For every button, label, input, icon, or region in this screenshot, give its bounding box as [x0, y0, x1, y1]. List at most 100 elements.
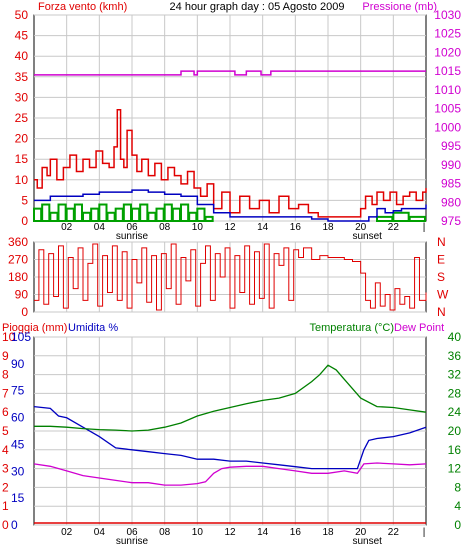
wind-y-tick: 35 [15, 70, 29, 84]
humidity-series [33, 405, 427, 470]
temperature-y-tick: 28 [448, 386, 462, 400]
data-marks [33, 70, 427, 524]
direction-y-tick: 360 [8, 235, 28, 249]
x-tick-label: 14 [257, 222, 269, 233]
wind-y-tick: 25 [15, 111, 29, 125]
x-tick-label: 20 [355, 527, 367, 538]
compass-tick: N [437, 235, 446, 249]
humidity-y-tick: 15 [11, 491, 25, 505]
wind-y-tick: 40 [15, 49, 29, 63]
pressure-y-tick: 1030 [434, 8, 461, 22]
humidity-y-tick: 60 [11, 411, 25, 425]
temperature-series [34, 364, 427, 432]
pressure-y-tick: 995 [441, 139, 461, 153]
sunrise-label: sunrise [116, 231, 149, 242]
wind-green-bar [204, 215, 214, 223]
wind-y-tick: 10 [15, 173, 29, 187]
humidity-y-tick: 45 [11, 437, 25, 451]
temperature-y-tick: 32 [448, 368, 462, 382]
x-tick-label: 12 [224, 527, 236, 538]
pressure-y-tick: 985 [441, 177, 461, 191]
temperature-y-tick: 24 [448, 405, 462, 419]
temperature-title: Temperatura (°C) [310, 322, 394, 334]
humidity-y-tick: 90 [11, 357, 25, 371]
chart-date-title: 24 hour graph day : 05 Agosto 2009 [170, 1, 345, 13]
humidity-y-tick: 0 [11, 518, 18, 532]
x-tick-label: 04 [94, 222, 106, 233]
pressure-series [34, 70, 426, 76]
direction-y-tick: 270 [8, 253, 28, 267]
rain-y-tick: 1 [2, 499, 9, 513]
temperature-y-tick: 4 [454, 499, 461, 513]
x-tick-label: | [423, 222, 426, 233]
compass-tick: N [437, 305, 446, 319]
x-tick-label: 18 [322, 222, 334, 233]
pressure-y-tick: 975 [441, 214, 461, 228]
wind-y-tick: 30 [15, 90, 29, 104]
x-tick-label: 10 [192, 222, 204, 233]
pressure-y-tick: 1015 [434, 64, 461, 78]
x-tick-label: 22 [388, 527, 400, 538]
wind-y-tick: 5 [21, 193, 28, 207]
wind-green-bar [73, 203, 84, 223]
wind-y-tick: 0 [21, 214, 28, 228]
x-tick-label: 02 [61, 222, 73, 233]
humidity-y-tick: 30 [11, 464, 25, 478]
dewpoint-series [33, 462, 427, 486]
compass-tick: W [437, 288, 449, 302]
wind-gust-series [34, 109, 427, 218]
compass-tick: S [437, 270, 445, 284]
rain-y-tick: 3 [2, 462, 9, 476]
dewpoint-title: Dew Point [394, 322, 444, 334]
pressure-y-tick: 1025 [434, 27, 461, 41]
x-tick-label: | [423, 527, 426, 538]
temperature-y-tick: 36 [448, 349, 462, 363]
compass-tick: E [437, 253, 445, 267]
wind-green-bar [408, 215, 426, 223]
pressure-y-tick: 1005 [434, 102, 461, 116]
x-tick-label: 12 [224, 222, 236, 233]
pressure-y-tick: 1010 [434, 83, 461, 97]
wind-speed-title: Forza vento (kmh) [38, 1, 127, 13]
rain-y-tick: 8 [2, 368, 9, 382]
x-tick-label: 16 [290, 222, 302, 233]
wind-green-bar [65, 207, 75, 222]
rain-y-tick: 4 [2, 443, 9, 457]
direction-y-tick: 0 [21, 305, 28, 319]
humidity-y-tick: 105 [11, 330, 31, 344]
x-tick-label: 16 [290, 527, 302, 538]
temperature-y-tick: 8 [454, 480, 461, 494]
humidity-y-tick: 75 [11, 384, 25, 398]
x-tick-label: 10 [192, 527, 204, 538]
wind-green-bar [90, 207, 100, 222]
direction-y-tick: 90 [15, 288, 29, 302]
x-tick-label: 08 [159, 527, 171, 538]
wind-green-bar [98, 203, 108, 223]
x-tick-label: 06 [126, 222, 138, 233]
x-tick-label: 06 [126, 527, 138, 538]
rain-y-tick: 5 [2, 424, 9, 438]
x-tick-label: 22 [388, 222, 400, 233]
wind-green-bar [196, 207, 206, 222]
wind-average-series [34, 189, 427, 222]
x-tick-label: 20 [355, 222, 367, 233]
x-tick-label: 18 [322, 527, 334, 538]
rain-y-tick: 9 [2, 349, 9, 363]
pressure-y-tick: 980 [441, 195, 461, 209]
humidity-title: Umidita % [68, 322, 118, 334]
wind-y-tick: 20 [15, 132, 29, 146]
temperature-y-tick: 16 [448, 443, 462, 457]
axis-labels: 02 04 06 08 10 12 14 16 18 20 22 |02 04 06 08 10 12 14 16 1… [2, 8, 461, 547]
pressure-y-tick: 1000 [434, 120, 461, 134]
x-tick-label: 14 [257, 527, 269, 538]
x-tick-label: 04 [94, 527, 106, 538]
wind-green-bar [57, 203, 67, 223]
pressure-y-tick: 1020 [434, 45, 461, 59]
x-tick-label: 02 [61, 527, 73, 538]
wind-y-tick: 45 [15, 29, 29, 43]
wind-green-bar [106, 211, 116, 222]
rain-y-tick: 6 [2, 405, 9, 419]
wind-y-tick: 50 [15, 8, 29, 22]
